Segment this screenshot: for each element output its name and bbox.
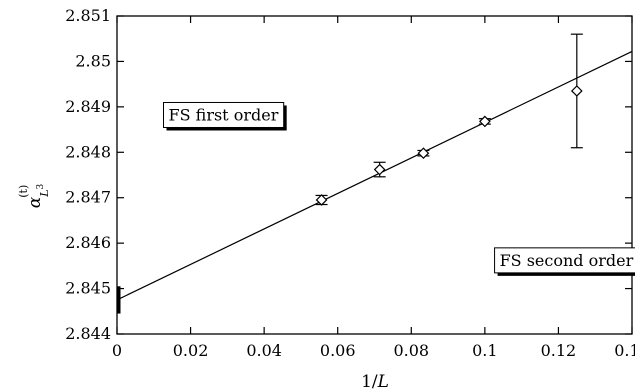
data-point	[478, 115, 491, 128]
annotation-box	[163, 101, 285, 128]
annotation: FS second order	[494, 247, 635, 276]
y-tick-label: 2.85	[75, 51, 111, 70]
x-axis: 0 0.02 0.04 0.06 0.08 0.1 0.12 0.14	[112, 16, 635, 360]
x-tick-label: 0.12	[541, 341, 577, 360]
fit-line	[116, 50, 633, 301]
y-tick-label: 2.847	[65, 188, 111, 207]
data-point	[417, 147, 430, 160]
x-tick-label: 0.06	[320, 341, 356, 360]
x-axis-title: 1/L	[361, 372, 389, 392]
annotation: FS first order	[163, 101, 287, 131]
annotations-layer: FS first order FS second order	[163, 101, 635, 276]
x-tick-label: 0	[112, 341, 122, 360]
x-tick-label: 0.14	[614, 341, 635, 360]
y-tick-label: 2.851	[65, 6, 111, 25]
y-tick-label: 2.844	[65, 324, 111, 343]
diamond-marker	[417, 147, 430, 160]
y-tick-label: 2.846	[65, 233, 111, 252]
plot-area	[116, 15, 633, 335]
diamond-marker	[570, 85, 583, 97]
annotation-box	[494, 247, 635, 274]
x-tick-label: 0.1	[472, 341, 497, 360]
y-tick-label: 2.848	[65, 142, 111, 161]
x-tick-label: 0.02	[173, 341, 209, 360]
x-tick-label: 0.08	[393, 341, 429, 360]
diamond-marker	[315, 194, 328, 206]
data-point	[570, 33, 583, 149]
data-points-layer	[315, 33, 583, 206]
data-point	[373, 161, 386, 178]
diamond-marker	[479, 115, 491, 128]
data-point	[315, 194, 328, 206]
plot-frame	[116, 15, 633, 335]
annotation-text: FS second order	[500, 251, 634, 270]
y-tick-label: 2.845	[65, 279, 111, 298]
y-axis: 2.844 2.845 2.846 2.847 2.848 2.849 2.85 2.851	[65, 6, 632, 343]
y-axis-title: αL3(t)	[17, 183, 51, 208]
annotation-text: FS first order	[169, 105, 279, 124]
diamond-marker	[373, 163, 386, 176]
y-tick-label: 2.849	[65, 97, 111, 116]
x-tick-label: 0.04	[246, 341, 282, 360]
fit-line-layer	[116, 50, 633, 314]
